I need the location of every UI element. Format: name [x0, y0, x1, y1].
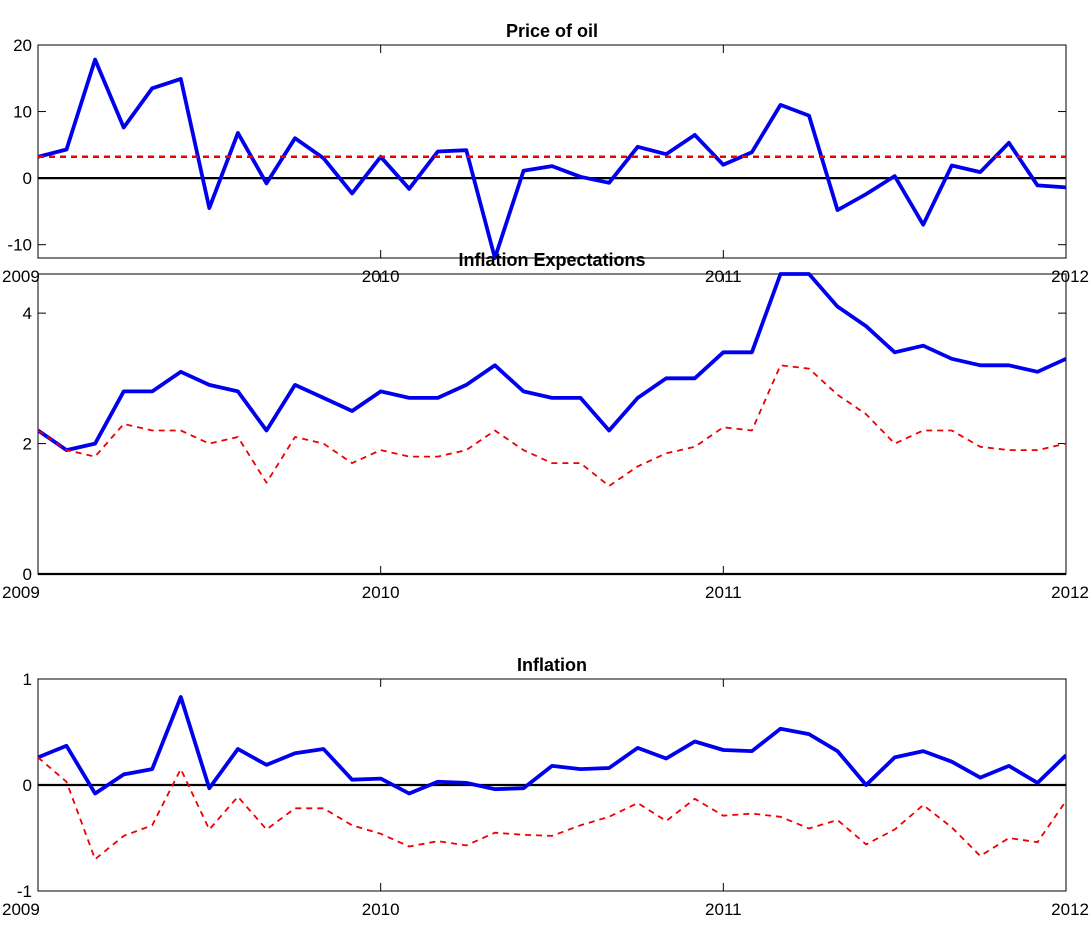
series-dashed-line — [38, 364, 1066, 487]
x-tick-label: 2009 — [2, 900, 40, 919]
series-solid-line — [38, 272, 1066, 453]
panel-inflation-expectations: Inflation Expectations 0 2 4 2009 2010 2011 201… — [2, 250, 1089, 602]
y-tick-label: 0 — [23, 776, 32, 795]
panel-inflation: Inflation -1 0 1 2009 2010 2011 2012 — [2, 655, 1089, 919]
y-tick-label: 1 — [23, 670, 32, 689]
y-tick-label: 4 — [23, 304, 32, 323]
x-tick-label: 2009 — [2, 583, 40, 602]
series-solid-line — [38, 695, 1066, 796]
x-tick-label: 2011 — [705, 583, 742, 602]
series-solid-line — [38, 57, 1066, 260]
chart-title: Inflation — [517, 655, 587, 675]
y-tick-label: -1 — [17, 882, 32, 901]
y-tick-label: -10 — [7, 236, 32, 255]
chart-title: Price of oil — [506, 21, 598, 41]
y-tick-label: 10 — [13, 103, 32, 122]
x-tick-label: 2012 — [1051, 900, 1089, 919]
x-tick-label: 2010 — [362, 900, 400, 919]
axes-frame — [37, 44, 1067, 259]
series-dashed-line — [38, 756, 1066, 861]
y-tick-label: 0 — [23, 169, 32, 188]
y-tick-label: 0 — [23, 565, 32, 584]
y-tick-label: 20 — [13, 36, 32, 55]
axes-frame — [37, 273, 1067, 575]
x-tick-label: 2011 — [705, 900, 742, 919]
y-tick-label: 2 — [23, 435, 32, 454]
x-tick-label: 2010 — [362, 583, 400, 602]
x-tick-label: 2012 — [1051, 267, 1089, 286]
chart-title: Inflation Expectations — [458, 250, 645, 270]
x-tick-label: 2012 — [1051, 583, 1089, 602]
x-tick-label: 2009 — [2, 267, 40, 286]
